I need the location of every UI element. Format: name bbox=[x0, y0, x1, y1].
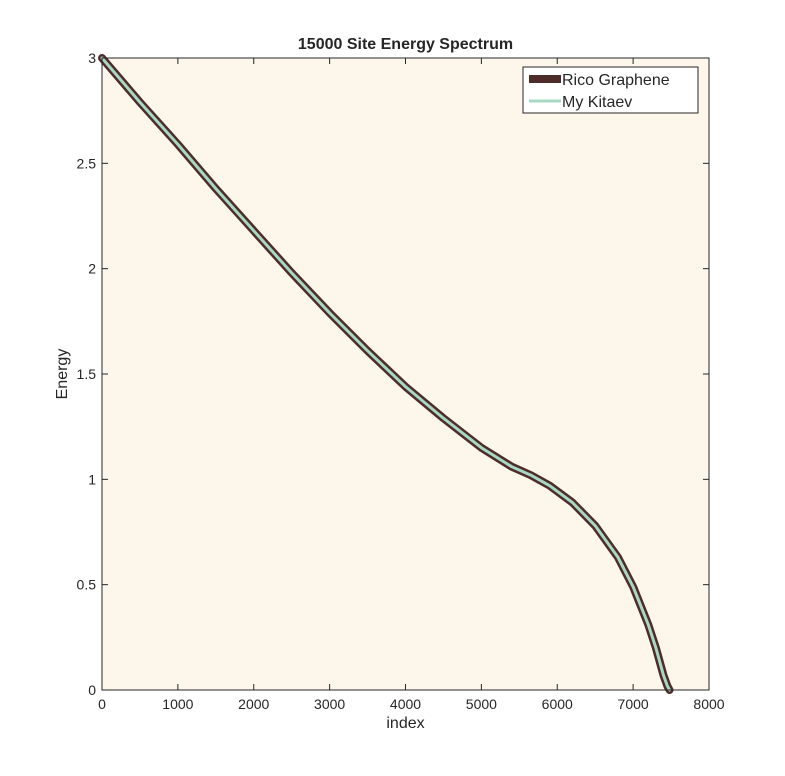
y-tick-label: 2.5 bbox=[77, 155, 97, 171]
series-layer bbox=[98, 54, 674, 694]
x-tick-label: 5000 bbox=[466, 696, 497, 712]
y-tick-label: 1 bbox=[88, 471, 96, 487]
legend: Rico Graphene My Kitaev bbox=[522, 66, 699, 114]
x-tick-label: 7000 bbox=[618, 696, 649, 712]
x-tick-label: 6000 bbox=[542, 696, 573, 712]
y-tick-label: 2 bbox=[88, 261, 96, 277]
x-tick-label: 1000 bbox=[162, 696, 193, 712]
x-tick-label: 3000 bbox=[314, 696, 345, 712]
x-tick-label: 4000 bbox=[390, 696, 421, 712]
chart-title: 15000 Site Energy Spectrum bbox=[298, 36, 513, 53]
legend-label-2: My Kitaev bbox=[562, 94, 632, 111]
ticks-layer: 0 1000 2000 3000 4000 5000 6000 7000 8000 0 0.5 1 1.… bbox=[77, 50, 725, 712]
x-axis-label: index bbox=[386, 715, 424, 732]
legend-label-1: Rico Graphene bbox=[562, 72, 670, 89]
x-tick-label: 8000 bbox=[693, 696, 724, 712]
y-tick-label: 3 bbox=[88, 50, 96, 66]
legend-box bbox=[522, 66, 699, 114]
y-axis-label: Energy bbox=[54, 349, 71, 400]
y-tick-label: 0 bbox=[88, 682, 96, 698]
series-line-2 bbox=[100, 56, 672, 692]
y-tick-label: 1.5 bbox=[77, 366, 97, 382]
x-tick-label: 2000 bbox=[238, 696, 269, 712]
plot-area bbox=[102, 58, 709, 690]
y-tick-label: 0.5 bbox=[77, 577, 97, 593]
x-tick-label: 0 bbox=[98, 696, 106, 712]
